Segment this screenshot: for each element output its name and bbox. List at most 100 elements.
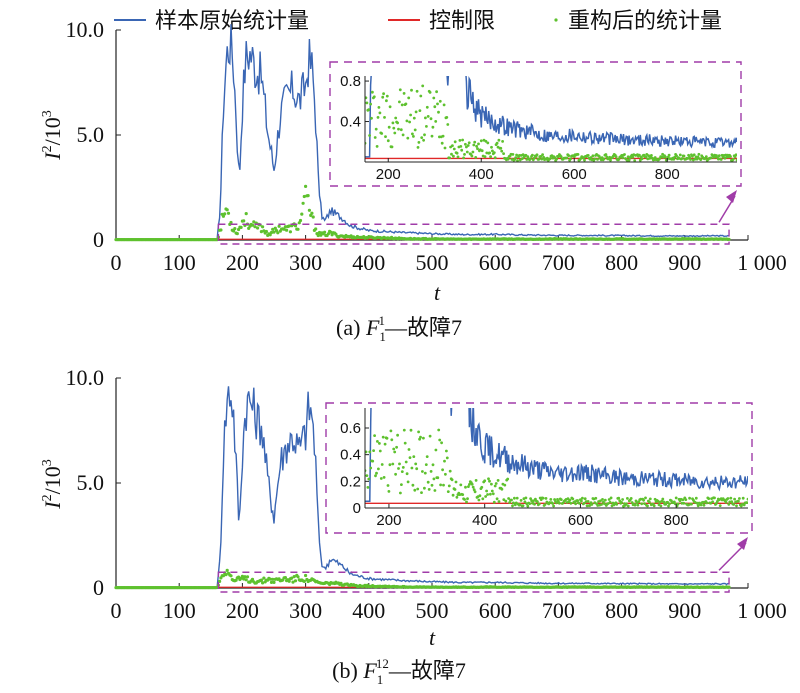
inset-reconstructed-point [529,157,532,161]
inset-reconstructed-point [512,501,515,505]
inset-reconstructed-point [490,489,494,493]
y-tick-label: 0 [93,575,104,600]
inset-reconstructed-point [431,125,435,129]
inset-reconstructed-point [367,477,371,481]
inset-reconstructed-point [423,133,426,137]
inset-reconstructed-point [392,126,396,130]
reconstructed-point [302,194,306,199]
inset-reconstructed-point [625,502,628,506]
inset-reconstructed-point [407,96,411,100]
inset-reconstructed-point [400,483,403,486]
reconstructed-point [310,211,314,215]
inset-reconstructed-point [734,153,737,157]
reconstructed-point [300,212,304,216]
inset-reconstructed-point [406,480,410,484]
inset-reconstructed-point [372,95,376,99]
inset-reconstructed-point [481,497,485,501]
inset-reconstructed-point [544,497,548,500]
inset-reconstructed-point [425,105,429,109]
inset-reconstructed-point [533,502,536,506]
inset-reconstructed-point [445,449,448,453]
inset-reconstructed-point [465,150,469,154]
reconstructed-point [272,230,276,234]
inset-reconstructed-point [688,155,691,159]
inset-reconstructed-point [490,145,493,149]
inset-reconstructed-point [446,490,450,493]
reconstructed-point [259,230,263,234]
reconstructed-point [244,578,248,582]
inset-reconstructed-point [486,141,490,145]
inset-reconstructed-point [400,470,404,473]
inset-reconstructed-point [497,138,501,142]
inset-reconstructed-point [485,489,488,493]
inset-reconstructed-point [511,504,514,508]
inset-raw-statistic-line [365,408,748,503]
inset-reconstructed-point [371,90,374,94]
inset-reconstructed-point [667,153,671,157]
inset-reconstructed-point [699,503,703,507]
inset-y-tick-label: 0.4 [340,114,361,131]
inset-reconstructed-point [440,141,444,145]
reconstructed-point [243,575,247,579]
inset-x-tick-label: 800 [655,166,680,183]
inset-reconstructed-point [442,483,445,487]
inset-reconstructed-point [659,504,663,508]
inset-chart: 200 400 600 800 0 0.2 0.4 0.6 [340,408,748,529]
x-tick-label: 600 [479,250,512,275]
inset-reconstructed-point [448,469,452,473]
inset-reconstructed-point [607,498,611,501]
inset-reconstructed-point [631,155,635,159]
x-tick-label: 900 [668,598,701,623]
inset-reconstructed-point [500,149,504,153]
inset-reconstructed-point [386,484,390,487]
inset-reconstructed-point [422,436,425,440]
inset-reconstructed-point [733,497,736,501]
inset-reconstructed-point [428,91,432,94]
caption: (a) F11—故障7 [336,313,462,344]
inset-reconstructed-point [470,482,474,486]
inset-reconstructed-point [382,476,386,479]
inset-reconstructed-point [603,498,607,502]
inset-reconstructed-point [453,140,457,144]
x-tick-label: 100 [163,250,196,275]
reconstructed-point [727,237,731,241]
inset-reconstructed-point [396,121,399,125]
inset-reconstructed-point [513,496,516,500]
inset-reconstructed-point [729,496,733,500]
inset-reconstructed-point [371,459,375,463]
inset-reconstructed-point [608,500,612,504]
inset-reconstructed-point [504,499,508,503]
inset-reconstructed-point [406,136,410,140]
inset-reconstructed-point [493,156,497,160]
inset-reconstructed-point [638,153,641,157]
inset-reconstructed-point [609,496,613,500]
inset-reconstructed-point [583,497,587,501]
inset-y-tick-label: 0 [353,500,361,517]
inset-reconstructed-point [484,139,488,143]
inset-reconstructed-point [576,153,580,156]
reconstructed-point [221,214,225,218]
inset-reconstructed-point [536,500,539,504]
inset-reconstructed-point [626,504,630,508]
inset-reconstructed-point [630,501,634,504]
y-tick-label: 5.0 [77,122,105,147]
inset-reconstructed-point [452,154,455,158]
reconstructed-point [239,225,243,229]
x-tick-label: 0 [111,250,122,275]
inset-reconstructed-point [423,486,426,490]
inset-reconstructed-point [412,116,416,120]
inset-reconstructed-point [433,105,437,109]
inset-reconstructed-point [568,498,572,502]
inset-reconstructed-point [367,108,371,112]
inset-reconstructed-point [365,101,369,105]
inset-reconstructed-point [681,498,685,502]
reconstructed-point [296,575,300,579]
inset-reconstructed-point [467,485,470,488]
inset-reconstructed-point [541,496,545,500]
inset-reconstructed-point [644,155,648,159]
inset-reconstructed-point [365,96,368,100]
inset-reconstructed-point [413,488,417,492]
inset-reconstructed-point [410,88,413,92]
inset-reconstructed-point [387,490,391,493]
inset-reconstructed-point [735,504,738,508]
